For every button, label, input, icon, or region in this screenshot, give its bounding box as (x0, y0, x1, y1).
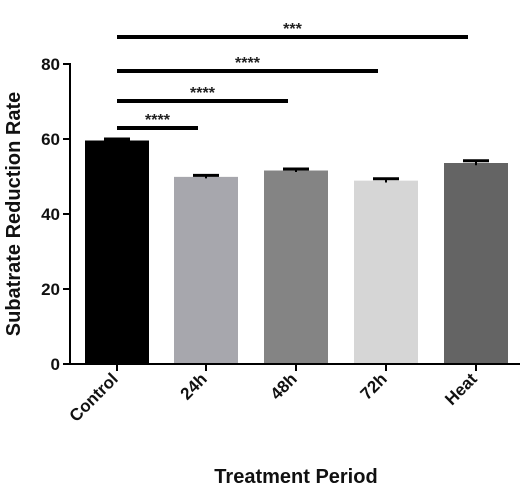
y-tick-label: 20 (41, 280, 60, 299)
significance-label: **** (145, 112, 171, 129)
significance-layer: *************** (117, 21, 468, 130)
x-tick-label: Heat (441, 369, 481, 409)
x-tick-label: 24h (177, 369, 211, 403)
y-tick-label: 0 (51, 355, 60, 374)
significance-label: **** (235, 55, 261, 72)
y-axis-title: Subatrate Reduction Rate (3, 92, 25, 336)
bar-24h (174, 176, 238, 364)
x-tick-label: 72h (357, 369, 391, 403)
y-tick-label: 40 (41, 205, 60, 224)
x-tick-label: 48h (267, 369, 301, 403)
bar-72h (354, 180, 418, 364)
significance-label: **** (190, 85, 216, 102)
y-tick-label: 60 (41, 130, 60, 149)
error-bars-layer (104, 137, 489, 183)
y-tick-label: 80 (41, 55, 60, 74)
x-axis-title: Treatment Period (214, 466, 377, 486)
bar-heat (444, 163, 508, 364)
significance-label: *** (283, 21, 302, 38)
bar-control (85, 140, 149, 364)
bar-48h (264, 170, 328, 364)
bars-layer (85, 140, 508, 364)
x-tick-label: Control (66, 369, 122, 425)
